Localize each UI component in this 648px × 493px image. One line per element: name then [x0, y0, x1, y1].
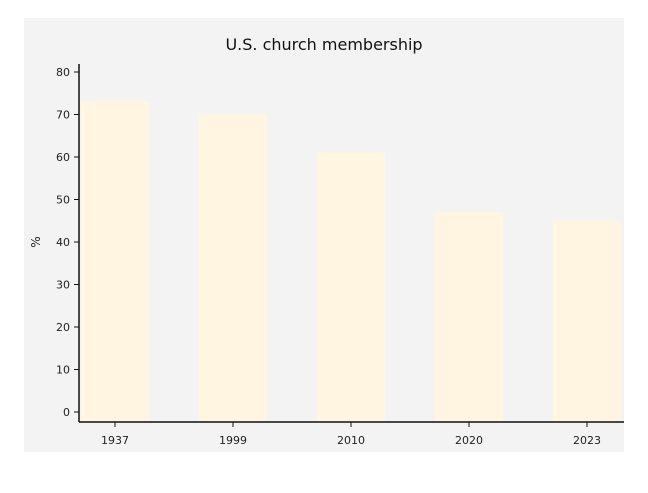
- chart-title: U.S. church membership: [225, 35, 422, 54]
- y-axis-label: %: [29, 236, 43, 247]
- x-tick-label-2020: 2020: [455, 434, 483, 447]
- y-tick-label-30: 30: [56, 279, 70, 292]
- y-tick-label-10: 10: [56, 364, 70, 377]
- bar-1937: [81, 101, 149, 422]
- bar-2010: [317, 152, 385, 422]
- y-tick-label-40: 40: [56, 236, 70, 249]
- axes-group: 0 10 20 30 40 50 60 70 80 1937 1999 2010 2020 2023: [56, 64, 624, 447]
- y-tick-label-20: 20: [56, 321, 70, 334]
- y-tick-label-0: 0: [63, 406, 70, 419]
- bar-1999: [199, 114, 267, 422]
- x-tick-label-1999: 1999: [219, 434, 247, 447]
- bars-group: [81, 101, 621, 422]
- y-tick-label-80: 80: [56, 66, 70, 79]
- bar-2020: [435, 212, 503, 422]
- y-tick-label-50: 50: [56, 194, 70, 207]
- bar-2023: [553, 220, 621, 422]
- y-tick-label-70: 70: [56, 109, 70, 122]
- y-tick-label-60: 60: [56, 151, 70, 164]
- x-tick-label-2023: 2023: [573, 434, 601, 447]
- x-tick-label-1937: 1937: [101, 434, 129, 447]
- x-tick-label-2010: 2010: [337, 434, 365, 447]
